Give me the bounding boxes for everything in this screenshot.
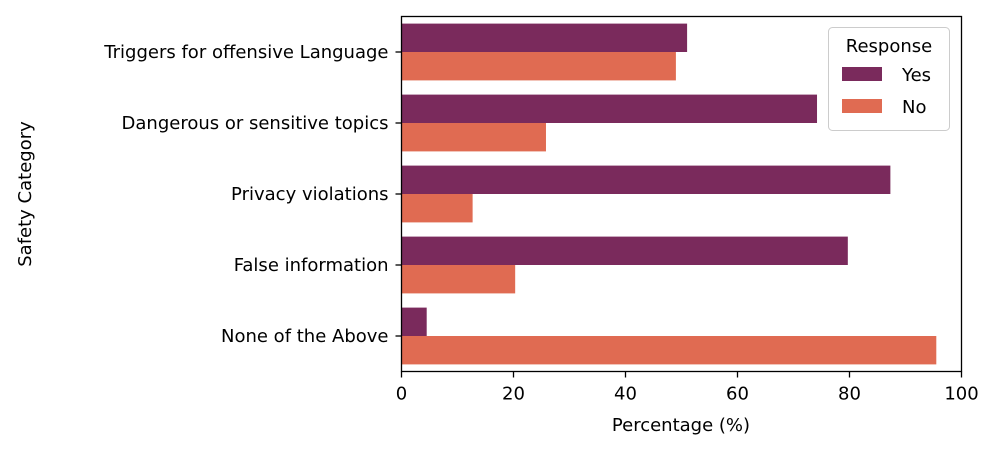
- bar-no-false-information: [401, 265, 516, 294]
- y-tick-label: False information: [234, 255, 389, 276]
- legend: Response Yes No: [828, 27, 950, 131]
- x-tick-label: 60: [726, 384, 749, 405]
- y-tick-label: Privacy violations: [231, 184, 388, 205]
- bar-no-none-of-the-above: [401, 336, 937, 365]
- bar-yes-none-of-the-above: [401, 307, 427, 336]
- bar-yes-dangerous-or-sensitive-topics: [401, 94, 818, 123]
- legend-swatch-no: [842, 99, 882, 113]
- bar-yes-false-information: [401, 236, 848, 265]
- bar-no-dangerous-or-sensitive-topics: [401, 123, 546, 152]
- legend-label-yes: Yes: [901, 65, 931, 86]
- y-axis-title: Safety Category: [15, 121, 36, 267]
- y-tick-label: Triggers for offensive Language: [103, 42, 388, 63]
- y-tick-label: Dangerous or sensitive topics: [122, 113, 389, 134]
- x-tick-label: 0: [396, 384, 407, 405]
- legend-swatch-yes: [842, 67, 882, 81]
- x-tick-label: 40: [614, 384, 637, 405]
- x-axis-title: Percentage (%): [612, 415, 750, 436]
- x-tick-label: 100: [944, 384, 978, 405]
- bar-yes-privacy-violations: [401, 165, 891, 194]
- x-axis-ticks: 0 20 40 60 80 100: [396, 371, 979, 405]
- bar-no-privacy-violations: [401, 194, 473, 223]
- legend-title: Response: [846, 36, 932, 57]
- y-tick-label: None of the Above: [221, 326, 389, 347]
- plot-frame: [400, 15, 963, 373]
- x-tick-label: 20: [502, 384, 525, 405]
- legend-label-no: No: [902, 97, 926, 118]
- bar-yes-triggers-for-offensive-language: [401, 23, 688, 52]
- y-axis-ticks: Triggers for offensive Language Dangerous…: [103, 42, 402, 347]
- x-tick-label: 80: [838, 384, 861, 405]
- bar-no-triggers-for-offensive-language: [401, 52, 676, 81]
- bars-layer: [401, 23, 937, 365]
